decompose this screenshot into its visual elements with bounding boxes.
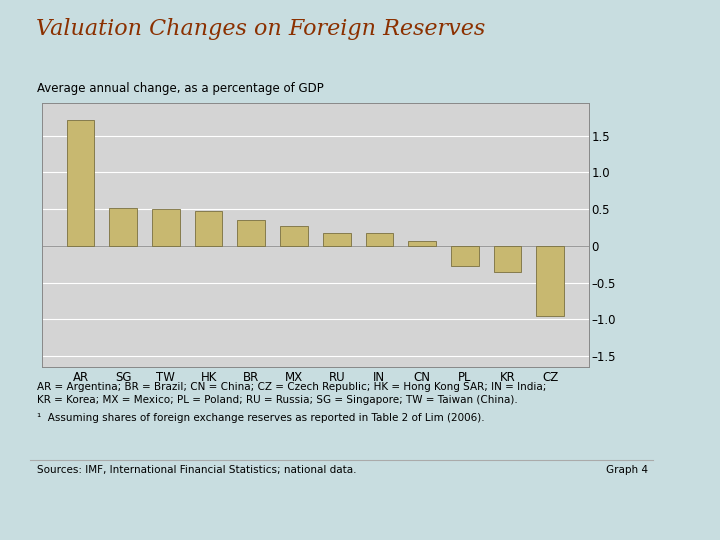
Bar	[536, 246, 564, 316]
Bar	[109, 208, 137, 246]
Bar	[323, 233, 351, 246]
Bar	[238, 220, 265, 246]
Bar	[152, 209, 180, 246]
Bar	[366, 233, 393, 246]
Bar	[280, 226, 308, 246]
Bar	[451, 246, 479, 266]
Text: AR = Argentina; BR = Brazil; CN = China; CZ = Czech Republic; HK = Hong Kong SAR: AR = Argentina; BR = Brazil; CN = China;…	[37, 382, 546, 393]
Bar	[67, 119, 94, 246]
Text: Valuation Changes on Foreign Reserves: Valuation Changes on Foreign Reserves	[36, 18, 485, 40]
Text: ¹  Assuming shares of foreign exchange reserves as reported in Table 2 of Lim (2: ¹ Assuming shares of foreign exchange re…	[37, 413, 485, 423]
Bar	[494, 246, 521, 272]
Bar	[194, 211, 222, 246]
Text: Average annual change, as a percentage of GDP: Average annual change, as a percentage o…	[37, 82, 324, 95]
Text: Graph 4: Graph 4	[606, 465, 648, 476]
Bar	[408, 241, 436, 246]
Text: Sources: IMF, International Financial Statistics; national data.: Sources: IMF, International Financial St…	[37, 465, 357, 476]
Text: KR = Korea; MX = Mexico; PL = Poland; RU = Russia; SG = Singapore; TW = Taiwan (: KR = Korea; MX = Mexico; PL = Poland; RU…	[37, 395, 518, 406]
